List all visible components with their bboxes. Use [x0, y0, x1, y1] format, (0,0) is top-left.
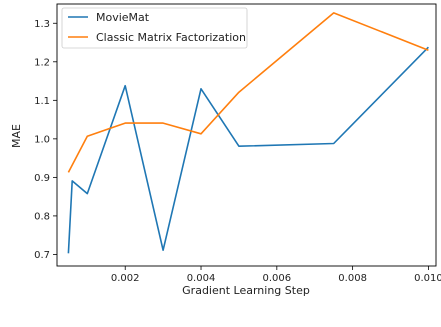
plot-area — [67, 12, 429, 254]
y-tick-label: 0.7 — [34, 250, 50, 261]
x-axis: 0.002 0.004 0.006 0.008 0.010 — [111, 266, 441, 284]
legend-label-classic-matrix-factorization: Classic Matrix Factorization — [96, 31, 246, 44]
y-tick-label: 0.8 — [34, 211, 50, 222]
legend-box — [61, 7, 248, 49]
y-tick-label: 1.0 — [34, 134, 50, 145]
legend: MovieMat Classic Matrix Factorization — [61, 7, 248, 49]
y-tick-label: 1.3 — [34, 19, 50, 30]
x-tick-label: 0.008 — [338, 273, 367, 284]
axes-frame — [56, 3, 437, 267]
y-axis: 0.7 0.8 0.9 1.0 1.1 1.2 1.3 — [34, 19, 57, 261]
y-tick-label: 1.2 — [34, 57, 50, 68]
legend-label-moviemat: MovieMat — [96, 11, 150, 24]
x-tick-label: 0.002 — [111, 273, 140, 284]
y-axis-label: MAE — [10, 124, 23, 148]
x-tick-label: 0.004 — [187, 273, 216, 284]
series-line-moviemat — [67, 46, 429, 254]
y-tick-label: 1.1 — [34, 96, 50, 107]
series-line-classic-matrix-factorization — [67, 12, 429, 173]
y-tick-label: 0.9 — [34, 173, 50, 184]
x-axis-label: Gradient Learning Step — [182, 284, 310, 297]
x-tick-label: 0.006 — [262, 273, 291, 284]
x-tick-label: 0.010 — [414, 273, 441, 284]
